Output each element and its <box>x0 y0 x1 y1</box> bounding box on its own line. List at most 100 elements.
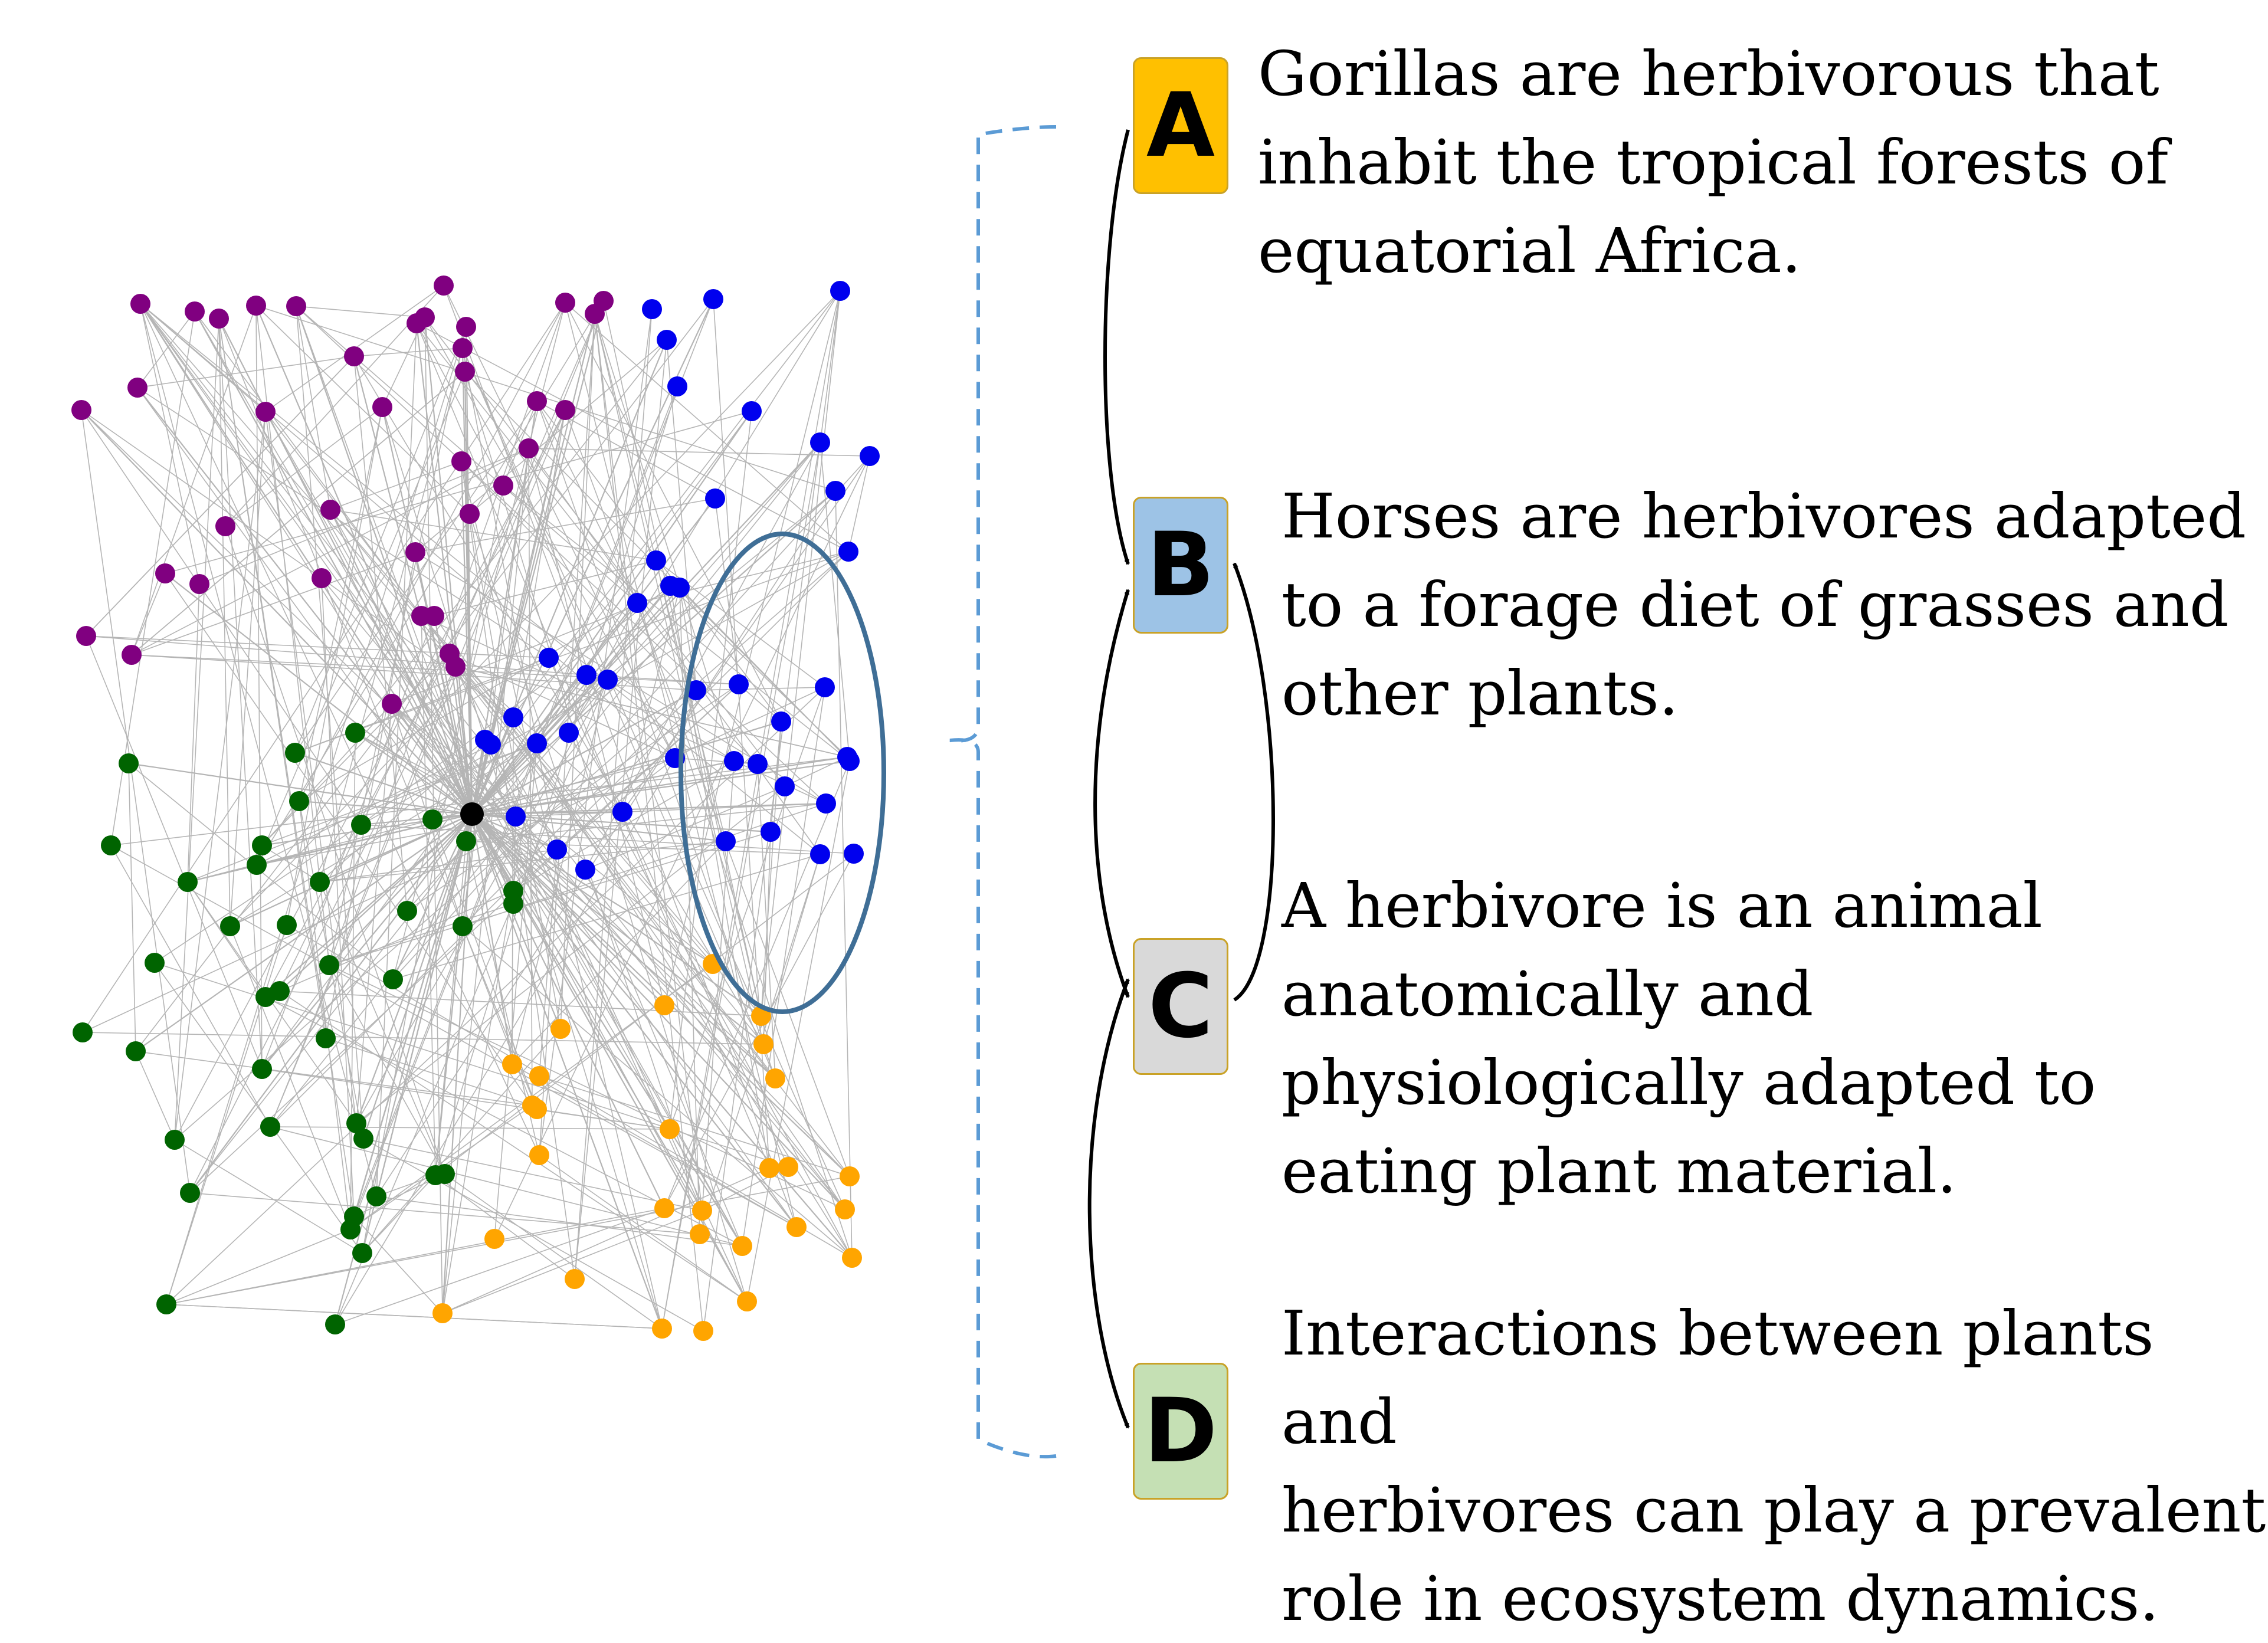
graph-edge <box>362 1175 436 1254</box>
graph-edge <box>594 313 726 842</box>
graph-edge <box>329 302 566 966</box>
graph-edge <box>441 814 473 1314</box>
graph-edge <box>140 303 516 817</box>
graph-edge <box>424 317 473 815</box>
graph-edge <box>137 311 195 388</box>
graph-node-green <box>397 901 417 921</box>
graph-edge <box>494 743 537 1239</box>
graph-edge <box>471 814 762 1016</box>
graph-node-orange <box>654 1198 674 1218</box>
graph-edge <box>494 455 870 1239</box>
graph-node-blue <box>748 754 768 774</box>
graph-node-green <box>319 955 339 975</box>
graph-node-blue <box>657 330 677 350</box>
graph-node-purple <box>456 317 476 337</box>
graph-edge <box>392 854 821 980</box>
graph-edge <box>81 409 191 1193</box>
graph-edge <box>256 744 491 865</box>
graph-node-purple <box>445 657 466 677</box>
graph-edge <box>261 411 752 1070</box>
graph-edge <box>294 401 537 753</box>
graph-edge <box>594 313 704 1332</box>
graph-node-purple <box>424 606 444 626</box>
graph-edge <box>656 560 762 1016</box>
graph-node-blue <box>527 733 547 753</box>
graph-edges <box>81 285 870 1332</box>
graph-node-orange <box>654 995 674 1015</box>
graph-edge <box>528 448 665 1006</box>
graph-edge <box>835 490 853 1258</box>
graph-edge <box>166 1176 850 1305</box>
graph-edge <box>230 411 266 927</box>
graph-edge <box>376 1196 743 1247</box>
graph-edge <box>299 801 351 1230</box>
arrow-a-to-b <box>1103 129 1130 565</box>
graph-node-orange <box>529 1066 549 1086</box>
graph-edge <box>330 509 762 1016</box>
graph-edge <box>416 323 849 552</box>
graph-edge <box>279 890 514 992</box>
graph-edge <box>462 926 533 1106</box>
graph-node-green <box>252 835 272 855</box>
graph-node-green <box>352 1243 372 1263</box>
graph-edge <box>362 1028 561 1254</box>
graph-node-green <box>346 1113 366 1133</box>
graph-edge <box>461 461 575 1280</box>
graph-node-purple <box>493 475 513 496</box>
graph-edge <box>820 442 850 762</box>
graph-node-purple <box>594 291 614 311</box>
graph-edge <box>715 498 739 685</box>
graph-edge <box>135 1051 533 1106</box>
highlight-ellipse <box>679 532 886 1014</box>
graph-node-green <box>345 723 365 743</box>
graph-edge <box>444 1173 663 1329</box>
graph-edge <box>286 406 383 926</box>
graph-node-orange <box>529 1145 549 1165</box>
graph-node-orange <box>660 1119 680 1139</box>
graph-edge <box>349 814 473 1230</box>
graph-edge <box>471 814 703 1211</box>
graph-edge <box>86 635 263 1070</box>
graph-edge <box>286 924 853 1258</box>
graph-edge <box>335 1208 665 1325</box>
graph-node-purple <box>246 296 266 316</box>
graph-node-blue <box>646 550 666 570</box>
graph-edge <box>296 306 331 510</box>
graph-edge <box>434 814 473 1176</box>
graph-edge <box>622 455 870 812</box>
graph-edge <box>471 300 605 815</box>
graph-node-green <box>156 1294 176 1314</box>
graph-node-purple <box>215 516 235 536</box>
graph-node-green <box>289 791 309 811</box>
graph-edge <box>81 409 776 1079</box>
graph-edge <box>321 578 355 1217</box>
graph-edge <box>512 1064 797 1228</box>
graph-edge <box>490 409 566 745</box>
graph-edge <box>442 1168 770 1314</box>
graph-edge <box>194 311 473 815</box>
graph-edge <box>261 653 450 846</box>
graph-node-orange <box>842 1248 862 1268</box>
graph-edge <box>329 831 771 966</box>
graph-edge <box>270 300 604 1127</box>
graph-edge <box>137 356 355 388</box>
graph-edge <box>361 814 473 1254</box>
graph-edge <box>594 313 764 1045</box>
graph-edge <box>356 786 785 1124</box>
graph-edge <box>131 552 416 655</box>
graph-edge <box>471 814 764 1045</box>
graph-edge <box>669 687 825 1130</box>
graph-edge <box>81 409 362 825</box>
graph-edge <box>128 763 136 1052</box>
graph-edge <box>607 679 735 762</box>
graph-edge <box>622 587 680 812</box>
graph-edge <box>319 347 463 883</box>
graph-node-green <box>456 831 476 851</box>
graph-node-blue <box>598 670 618 690</box>
graph-edge <box>270 1126 670 1130</box>
graph-node-blue <box>705 488 725 509</box>
graph-edge <box>471 339 668 815</box>
graph-edge <box>218 318 263 1070</box>
graph-node-purple <box>189 574 209 594</box>
graph-node-blue <box>771 711 791 732</box>
